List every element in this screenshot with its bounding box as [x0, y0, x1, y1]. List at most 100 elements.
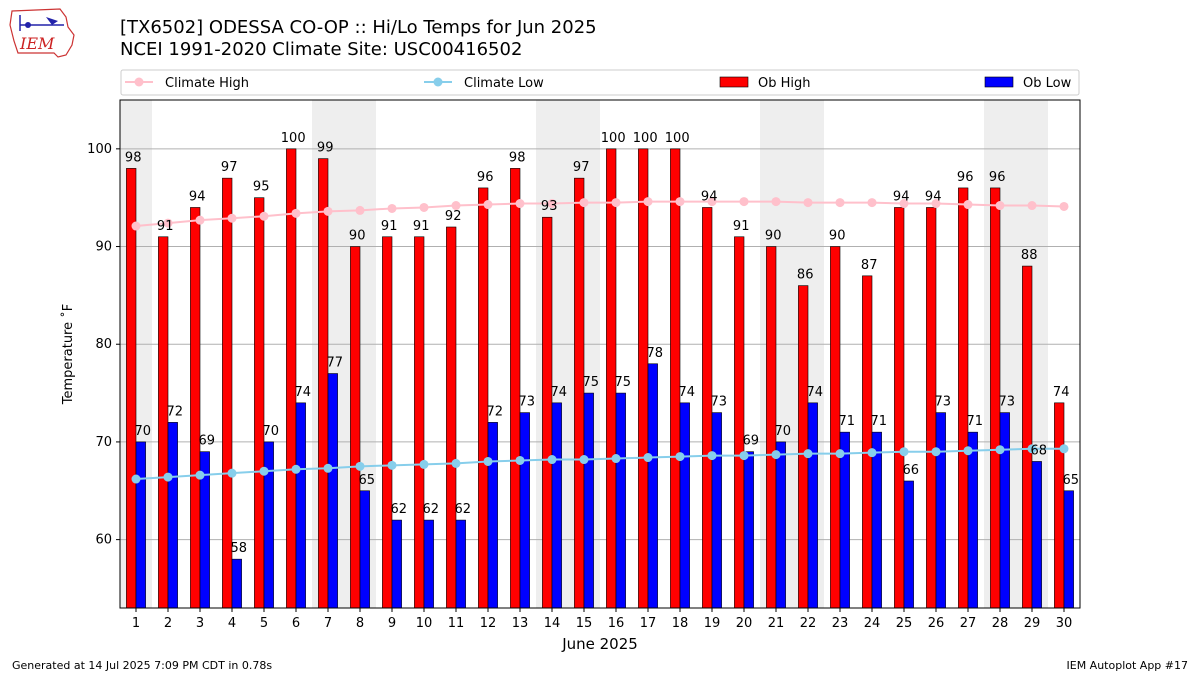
climate-low-point-29	[1027, 444, 1037, 454]
ob-high-label-11: 92	[445, 209, 462, 224]
ob-low-bar-26	[935, 412, 946, 609]
ob-low-bar-22	[807, 402, 818, 609]
weekend-shade-7	[312, 100, 344, 608]
ob-low-label-10: 62	[423, 502, 440, 517]
x-tick-label-7: 7	[324, 616, 332, 631]
ob-low-label-30: 65	[1063, 473, 1080, 488]
x-tick-label-18: 18	[672, 616, 689, 631]
x-tick-label-12: 12	[480, 616, 497, 631]
climate-low-point-6	[291, 464, 301, 474]
x-tick-label-29: 29	[1024, 616, 1041, 631]
ob-low-bar-15	[583, 392, 594, 609]
ob-high-bar-16	[606, 148, 617, 609]
climate-high-point-3	[195, 215, 205, 225]
climate-high-legend-marker	[134, 77, 144, 87]
x-tick-label-9: 9	[388, 616, 396, 631]
bars	[126, 148, 1074, 609]
ob-low-bar-18	[679, 402, 690, 609]
climate-low-point-17	[643, 453, 653, 463]
plot-frame	[119, 99, 1081, 609]
ob-low-bar-12	[487, 422, 498, 609]
ob-high-bar-11	[446, 226, 457, 609]
x-tick-label-13: 13	[512, 616, 529, 631]
ob-low-bar-9	[391, 519, 402, 609]
ob-high-bar-20	[734, 236, 745, 609]
ob-high-legend-label: Ob High	[758, 76, 811, 91]
ob-low-label-25: 66	[903, 463, 920, 478]
climate-low-legend-marker	[433, 77, 443, 87]
chart-subtitle: NCEI 1991-2020 Climate Site: USC00416502	[120, 39, 523, 60]
x-tick-label-11: 11	[448, 616, 465, 631]
climate-low-point-8	[355, 461, 365, 471]
climate-low-point-2	[163, 472, 173, 482]
climate-high-point-24	[867, 198, 877, 208]
climate-high-point-16	[611, 198, 621, 208]
climate-high-point-12	[483, 200, 493, 210]
x-tick-label-14: 14	[544, 616, 561, 631]
weekend-shade-29	[1016, 100, 1048, 608]
ob-high-label-17: 100	[633, 131, 658, 146]
ob-low-label-15: 75	[583, 375, 600, 390]
x-tick-label-23: 23	[832, 616, 849, 631]
ob-low-label-21: 70	[775, 424, 792, 439]
ob-high-label-13: 98	[509, 150, 526, 165]
ob-high-bar-17	[638, 148, 649, 609]
x-tick-label-28: 28	[992, 616, 1009, 631]
climate-low-point-13	[515, 455, 525, 465]
ob-low-bar-5	[263, 441, 274, 609]
climate-high-point-11	[451, 201, 461, 211]
x-tick-label-8: 8	[356, 616, 364, 631]
weekend-shade-28	[984, 100, 1016, 608]
ob-low-bar-27	[967, 431, 978, 609]
x-tick-label-2: 2	[164, 616, 172, 631]
climate-high-point-14	[547, 199, 557, 209]
ob-low-bar-3	[199, 451, 210, 609]
y-tick-label-90: 90	[95, 240, 112, 255]
ob-high-label-30: 74	[1053, 385, 1070, 400]
climate-low-point-5	[259, 466, 269, 476]
ob-high-bar-4	[222, 177, 233, 609]
climate-low-point-19	[707, 451, 717, 461]
ob-low-bar-10	[423, 519, 434, 609]
ob-low-label-2: 72	[167, 404, 184, 419]
ob-low-label-26: 73	[935, 395, 952, 410]
ob-high-label-7: 99	[317, 141, 334, 156]
ob-high-label-5: 95	[253, 180, 270, 195]
ob-high-bar-9	[382, 236, 393, 609]
climate-high-point-6	[291, 208, 301, 218]
ob-high-label-26: 94	[925, 189, 942, 204]
climate-low-point-12	[483, 456, 493, 466]
x-tick-label-27: 27	[960, 616, 977, 631]
climate-low-point-3	[195, 470, 205, 480]
x-tick-label-22: 22	[800, 616, 817, 631]
ob-high-bar-6	[286, 148, 297, 609]
ob-high-label-21: 90	[765, 229, 782, 244]
climate-high-point-17	[643, 197, 653, 207]
ob-low-label-16: 75	[615, 375, 632, 390]
ob-low-label-6: 74	[295, 385, 312, 400]
ob-high-legend-swatch	[719, 76, 749, 88]
x-tick-label-5: 5	[260, 616, 268, 631]
x-axis-label: June 2025	[561, 635, 638, 653]
climate-low-point-21	[771, 450, 781, 460]
y-axis-label: Temperature ˚F	[60, 304, 76, 405]
climate-high-point-27	[963, 200, 973, 210]
ob-high-bar-23	[830, 246, 841, 609]
ob-high-label-1: 98	[125, 150, 142, 165]
ob-low-label-5: 70	[263, 424, 280, 439]
climate-low-point-30	[1059, 444, 1069, 454]
x-tick-label-19: 19	[704, 616, 721, 631]
ob-high-label-15: 97	[573, 160, 590, 175]
ob-high-label-9: 91	[381, 219, 398, 234]
ob-high-bar-28	[990, 187, 1001, 609]
ob-low-bar-21	[775, 441, 786, 609]
climate-low-point-1	[131, 474, 141, 484]
climate-high-point-19	[707, 197, 717, 207]
data-labels: 98 70 91 72 94 69 97 58 95 70 100 74 99 77 90 65 91 62 91 6…	[125, 131, 1079, 556]
iem-logo: IEM	[9, 8, 75, 58]
y-tick-label-100: 100	[87, 142, 112, 157]
ob-high-label-12: 96	[477, 170, 494, 185]
weekend-shade-8	[344, 100, 376, 608]
ob-high-bar-3	[190, 207, 201, 609]
ob-low-label-12: 72	[487, 404, 504, 419]
